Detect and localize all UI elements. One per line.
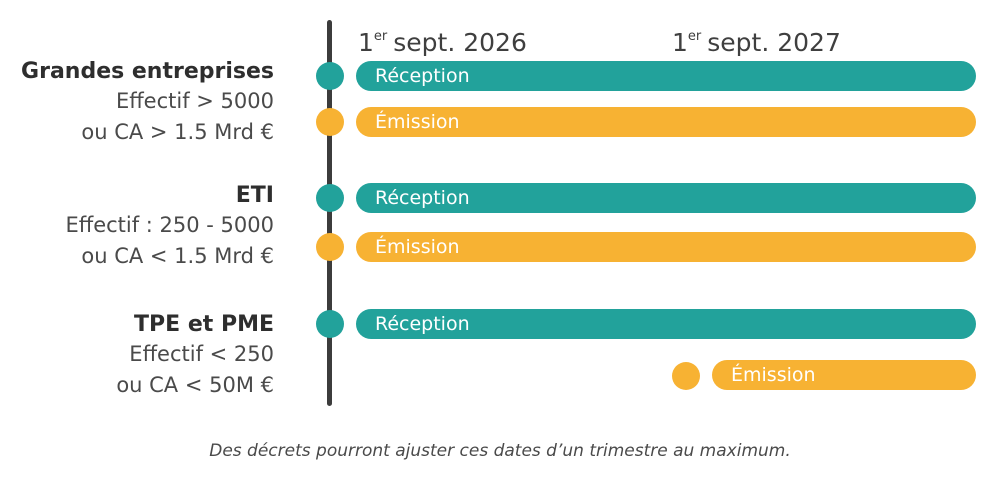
date-ordinal-suffix: er — [687, 29, 702, 44]
group-eti: ETI Effectif : 250 - 5000 ou CA < 1.5 Mr… — [65, 182, 274, 272]
date-header-2026: 1er sept. 2026 — [358, 22, 527, 58]
timeline-axis — [327, 20, 332, 406]
date-text: sept. 2026 — [393, 28, 527, 57]
group-criteria-revenue: ou CA < 1.5 Mrd € — [81, 244, 274, 268]
group-name: Grandes entreprises — [21, 59, 274, 84]
group-criteria-revenue: ou CA > 1.5 Mrd € — [81, 120, 274, 144]
emission-bar: Émission — [356, 107, 976, 137]
date-ordinal: 1 — [672, 28, 688, 57]
group-criteria-headcount: Effectif > 5000 — [115, 89, 274, 113]
group-criteria-headcount: Effectif < 250 — [129, 342, 274, 366]
group-criteria-headcount: Effectif : 250 - 5000 — [65, 213, 274, 237]
emission-bar: Émission — [712, 360, 976, 390]
emission-marker — [316, 108, 344, 136]
group-grandes-entreprises: Grandes entreprises Effectif > 5000 ou C… — [21, 58, 274, 148]
reception-marker — [316, 310, 344, 338]
footnote: Des décrets pourront ajuster ces dates d… — [209, 441, 791, 461]
reception-marker — [316, 62, 344, 90]
reception-bar: Réception — [356, 183, 976, 213]
group-criteria-revenue: ou CA < 50M € — [116, 373, 274, 397]
group-name: ETI — [235, 183, 274, 208]
date-ordinal: 1 — [358, 28, 374, 57]
date-ordinal-suffix: er — [373, 29, 388, 44]
date-header-2027: 1er sept. 2027 — [672, 22, 841, 58]
emission-marker — [316, 233, 344, 261]
reception-bar: Réception — [356, 61, 976, 91]
emission-bar: Émission — [356, 232, 976, 262]
reception-bar: Réception — [356, 309, 976, 339]
group-tpe-pme: TPE et PME Effectif < 250 ou CA < 50M € — [116, 311, 274, 401]
reception-marker — [316, 184, 344, 212]
group-name: TPE et PME — [134, 312, 274, 337]
date-text: sept. 2027 — [707, 28, 841, 57]
emission-marker — [672, 362, 700, 390]
